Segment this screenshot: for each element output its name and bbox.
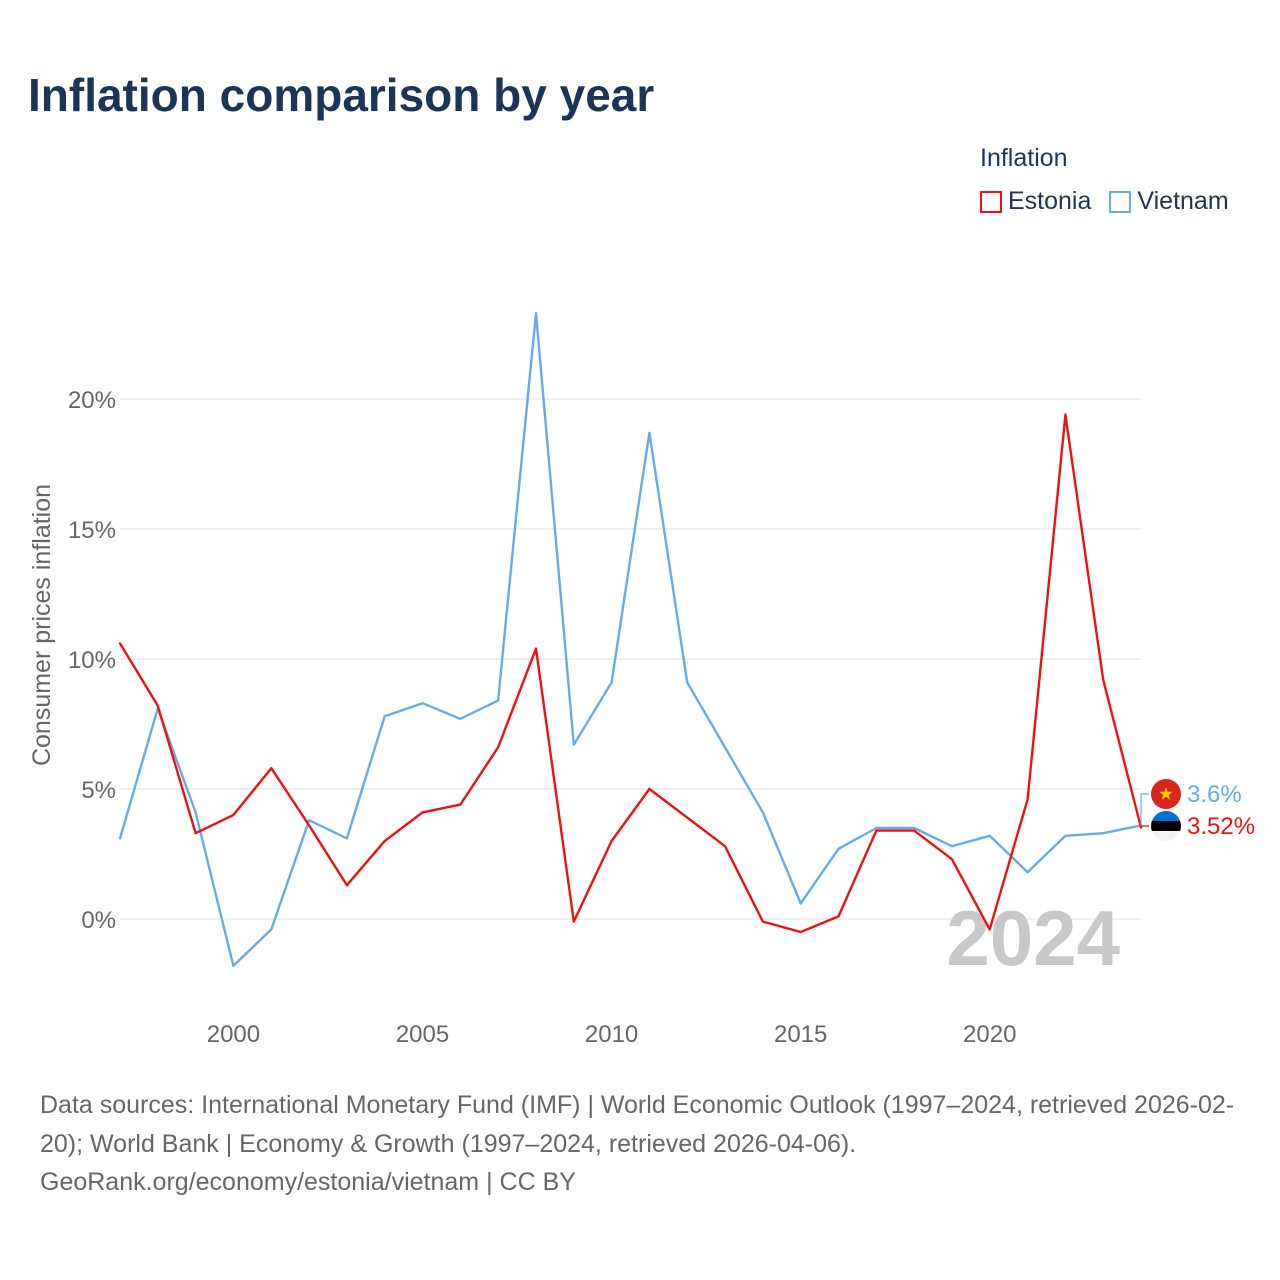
legend-label-estonia: Estonia (1008, 187, 1092, 215)
data-point-estonia-2008 (533, 646, 539, 652)
y-tick-label-15: 15% (68, 517, 116, 544)
data-point-estonia-2019 (949, 856, 955, 862)
data-point-estonia-2020 (987, 926, 993, 932)
footer: Data sources: International Monetary Fun… (40, 1086, 1250, 1202)
data-point-vietnam-2001 (268, 926, 274, 932)
flag-vietnam-icon (1151, 779, 1181, 809)
data-point-estonia-2006 (457, 802, 463, 808)
data-point-estonia-2023 (1100, 677, 1106, 683)
data-point-estonia-2022 (1062, 412, 1068, 418)
x-tick-label-2005: 2005 (396, 1021, 449, 1048)
data-point-estonia-2007 (495, 744, 501, 750)
data-point-estonia-2016 (835, 913, 841, 919)
x-tick-label-2000: 2000 (207, 1021, 260, 1048)
legend-item-estonia[interactable]: Estonia (980, 187, 1091, 216)
data-point-estonia-2021 (1025, 796, 1031, 802)
data-point-vietnam-2021 (1025, 869, 1031, 875)
legend-items: Estonia Vietnam (980, 187, 1229, 216)
data-point-vietnam-2019 (949, 843, 955, 849)
data-point-vietnam-2005 (420, 700, 426, 706)
data-point-vietnam-1997 (117, 835, 123, 841)
x-tick-label-2015: 2015 (774, 1021, 827, 1048)
data-point-estonia-1997 (117, 640, 123, 646)
data-point-vietnam-2022 (1062, 833, 1068, 839)
end-label-connector-vietnam (1140, 793, 1149, 826)
flag-estonia-white (1151, 831, 1181, 841)
flag-estonia-icon (1151, 811, 1181, 841)
data-point-estonia-2011 (646, 786, 652, 792)
flag-estonia-black (1151, 821, 1181, 831)
series-vietnam (117, 310, 1143, 969)
data-point-estonia-2010 (609, 838, 615, 844)
end-label-vietnam: 3.6% (1187, 781, 1242, 808)
y-tick-label-10: 10% (68, 647, 116, 674)
x-tick-label-2010: 2010 (585, 1021, 638, 1048)
data-point-vietnam-2023 (1100, 830, 1106, 836)
data-point-vietnam-2013 (722, 744, 728, 750)
end-label-estonia: 3.52% (1187, 813, 1255, 840)
line-chart: 0% 5% 10% 15% 20% 2000 2005 2010 2015 2020 Consume… (28, 310, 1255, 1048)
data-point-vietnam-2000 (230, 963, 236, 969)
data-point-estonia-2015 (798, 929, 804, 935)
data-point-vietnam-2009 (571, 742, 577, 748)
x-tick-label-2020: 2020 (963, 1021, 1016, 1048)
data-point-vietnam-2020 (987, 833, 993, 839)
data-point-estonia-2009 (571, 919, 577, 925)
data-point-vietnam-2016 (835, 846, 841, 852)
flag-estonia-blue (1151, 811, 1181, 821)
data-point-vietnam-2014 (760, 809, 766, 815)
data-point-vietnam-2006 (457, 716, 463, 722)
legend: Inflation Estonia Vietnam (980, 144, 1229, 216)
chart-title: Inflation comparison by year (28, 69, 655, 121)
legend-title: Inflation (980, 144, 1068, 172)
data-point-vietnam-2008 (533, 310, 539, 316)
series-line-estonia (118, 413, 1143, 934)
data-point-vietnam-2004 (382, 713, 388, 719)
year-watermark: 2024 (946, 894, 1120, 982)
legend-swatch-vietnam (1109, 190, 1132, 213)
data-point-vietnam-2003 (344, 835, 350, 841)
y-tick-label-0: 0% (81, 907, 116, 934)
data-point-estonia-2013 (722, 843, 728, 849)
legend-swatch-estonia (980, 190, 1002, 213)
data-point-estonia-2012 (684, 815, 690, 821)
end-label-connector-estonia (1140, 825, 1149, 828)
data-point-vietnam-2012 (684, 679, 690, 685)
data-point-estonia-2001 (268, 765, 274, 771)
data-point-vietnam-2015 (798, 900, 804, 906)
data-point-estonia-2000 (230, 812, 236, 818)
data-point-vietnam-2010 (609, 679, 615, 685)
data-point-vietnam-2007 (495, 698, 501, 704)
data-point-estonia-2005 (420, 809, 426, 815)
series-line-vietnam (118, 312, 1143, 967)
y-axis-label: Consumer prices inflation (28, 484, 56, 766)
data-point-estonia-2002 (306, 822, 312, 828)
data-point-vietnam-1999 (193, 809, 199, 815)
data-point-estonia-2004 (382, 838, 388, 844)
flag-vietnam-star (1159, 787, 1173, 800)
data-point-estonia-2017 (873, 828, 879, 834)
y-tick-label-5: 5% (81, 777, 116, 804)
y-tick-label-20: 20% (68, 387, 116, 414)
credit-link[interactable]: GeoRank.org/economy/estonia/vietnam | CC… (40, 1168, 576, 1196)
legend-label-vietnam: Vietnam (1137, 187, 1229, 215)
data-point-estonia-1998 (155, 703, 161, 709)
data-point-estonia-2003 (344, 882, 350, 888)
data-point-estonia-2018 (911, 828, 917, 834)
data-point-estonia-2014 (760, 919, 766, 925)
data-point-vietnam-2011 (646, 430, 652, 436)
legend-item-vietnam[interactable]: Vietnam (1109, 187, 1229, 216)
series-estonia (117, 412, 1143, 935)
data-point-estonia-1999 (193, 830, 199, 836)
data-sources: Data sources: International Monetary Fun… (40, 1091, 1235, 1158)
